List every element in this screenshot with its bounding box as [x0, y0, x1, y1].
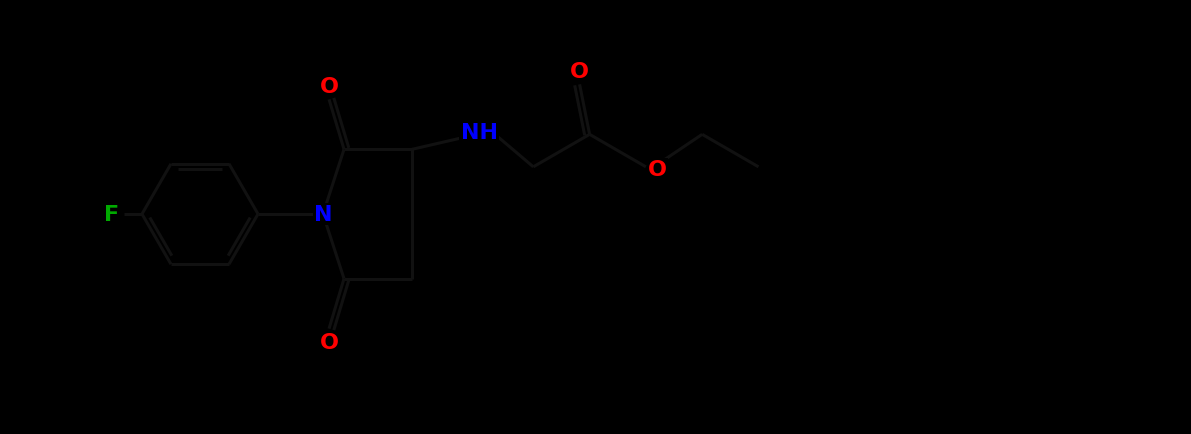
- Text: N: N: [313, 204, 332, 224]
- Text: F: F: [105, 204, 119, 224]
- Text: O: O: [319, 77, 338, 97]
- Text: O: O: [648, 159, 667, 179]
- Text: NH: NH: [461, 123, 498, 143]
- Text: O: O: [319, 332, 338, 352]
- Text: O: O: [570, 62, 590, 82]
